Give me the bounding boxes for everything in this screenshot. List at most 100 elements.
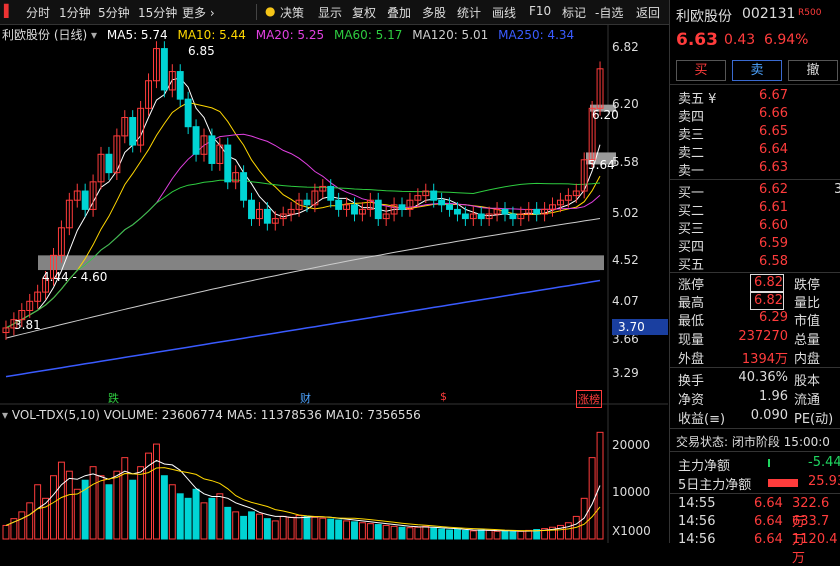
volume-bar [509,531,517,540]
volume-bar [129,479,137,540]
volume-bar [248,511,255,540]
tab-fenshi[interactable]: 分时 [26,6,51,20]
event-marker-drop[interactable]: 跌 [108,392,119,405]
ask-row[interactable]: 卖四 6.66 [670,106,840,126]
volume-bar [145,452,153,540]
volume-bar [549,526,556,540]
volume-bar [224,506,232,540]
ask-row[interactable]: 卖二 6.64 [670,142,840,162]
bid-row[interactable]: 买二 6.61 [670,200,840,220]
candle [97,153,105,183]
candle [461,213,469,220]
volume-bar [311,516,319,540]
buy-button[interactable]: 买 [676,60,726,81]
mark-button[interactable]: 标记 [562,6,587,20]
ask-row[interactable]: 卖五 ¥ 6.67 [670,88,840,108]
candle [525,208,533,215]
bid-row[interactable]: 买四 6.59 [670,236,840,256]
stat-row: 换手 40.36% 股本 [670,370,840,390]
collapse-icon[interactable]: ▾ [91,28,98,42]
zone-annotation: 4.44 - 4.60 [42,270,108,284]
decision-button[interactable]: 决策 [280,6,305,20]
stat-row: 净资 1.96 流通 [670,389,840,409]
volume-bar [564,522,572,540]
bid-row[interactable]: 买五 6.58 [670,254,840,274]
f10-button[interactable]: F10 [529,4,552,18]
divider [670,179,840,180]
ask-price: 6.65 [759,124,788,139]
stat-label: 现量 [678,333,705,348]
bid-row[interactable]: 买一 6.62 3 [670,182,840,202]
watchlist-button[interactable]: -自选 [595,6,624,20]
high-annotation: 6.85 [188,44,215,58]
back-button[interactable]: 返回 [636,6,661,20]
divider [670,493,840,494]
kline-chart-area[interactable]: 利欧股份 (日线) ▾ MA5: 5.74 MA10: 5.44 MA20: 5… [0,24,668,543]
stat-value: 6.82 [750,292,784,310]
candle [89,181,97,210]
cancel-button[interactable]: 撤 [788,60,838,81]
candle [446,204,454,210]
event-marker-limit-up[interactable]: 涨榜 [576,390,602,408]
price-tick: 4.07 [612,294,639,308]
overlay-button[interactable]: 叠加 [387,6,412,20]
level-annotation: 6.20 [592,108,619,122]
volume-bar [335,519,343,540]
event-marker-finance[interactable]: 财 [300,392,311,405]
ask-row[interactable]: 卖一 6.63 [670,160,840,180]
candle [469,213,477,220]
volume-bar [97,475,105,540]
volume-tick: X1000 [612,524,651,538]
kline-chart-svg[interactable] [0,24,668,543]
volume-bar [255,513,263,540]
display-button[interactable]: 显示 [318,6,343,20]
index-badge: R500 [798,8,822,18]
flow-value: -5.44 [808,455,840,470]
bid-row[interactable]: 买三 6.60 [670,218,840,238]
collapse-icon[interactable]: ▾ [2,408,9,422]
candle [374,199,382,220]
ask-price: 6.67 [759,88,788,103]
ask-row[interactable]: 卖三 6.65 [670,124,840,144]
tick-row: 14:56 6.64 633.7万 [670,514,840,548]
volume-bar [232,511,240,540]
bid-label: 买三 [678,222,705,237]
volume-bar [469,530,477,540]
stat-label: 流通 [794,393,821,408]
stat-value: 6.29 [759,310,788,325]
candle [501,208,509,215]
volume-bar [517,530,525,540]
bid-price: 6.59 [759,236,788,251]
price-change-pct: 6.94% [764,32,809,48]
tab-15min[interactable]: 15分钟 [138,6,178,20]
stats-button[interactable]: 统计 [457,6,482,20]
tick-time: 14:55 [678,496,716,511]
divider [670,451,840,452]
flow-label: 主力净额 [678,459,731,474]
volume-bar [73,488,81,540]
flow-bar [768,479,798,487]
ma120-legend: MA120: 5.01 [412,28,489,42]
sell-button[interactable]: 卖 [732,60,782,81]
restore-rights-button[interactable]: 复权 [352,6,377,20]
candle [588,107,596,161]
event-marker-dollar[interactable]: $ [440,390,447,403]
volume-legend: ▾ VOL-TDX(5,10) VOLUME: 23606774 MA5: 11… [2,408,421,422]
tab-1min[interactable]: 1分钟 [59,6,91,20]
tab-more[interactable]: 更多 › [182,6,215,20]
ask-label: 卖二 [678,146,705,161]
volume-bar [485,529,493,540]
volume-bar [366,523,374,540]
volume-bar [406,527,414,540]
candle [26,300,34,311]
flow-value: 25.93 [808,474,840,489]
candle [556,199,564,206]
stat-value: 1394万 [741,352,788,367]
volume-ma10-line [5,467,601,532]
draw-line-button[interactable]: 画线 [492,6,517,20]
candle [422,190,430,197]
menu-icon[interactable]: ▌ [4,4,14,18]
tab-5min[interactable]: 5分钟 [98,6,130,20]
ma60-line [5,179,601,329]
multi-stock-button[interactable]: 多股 [422,6,447,20]
